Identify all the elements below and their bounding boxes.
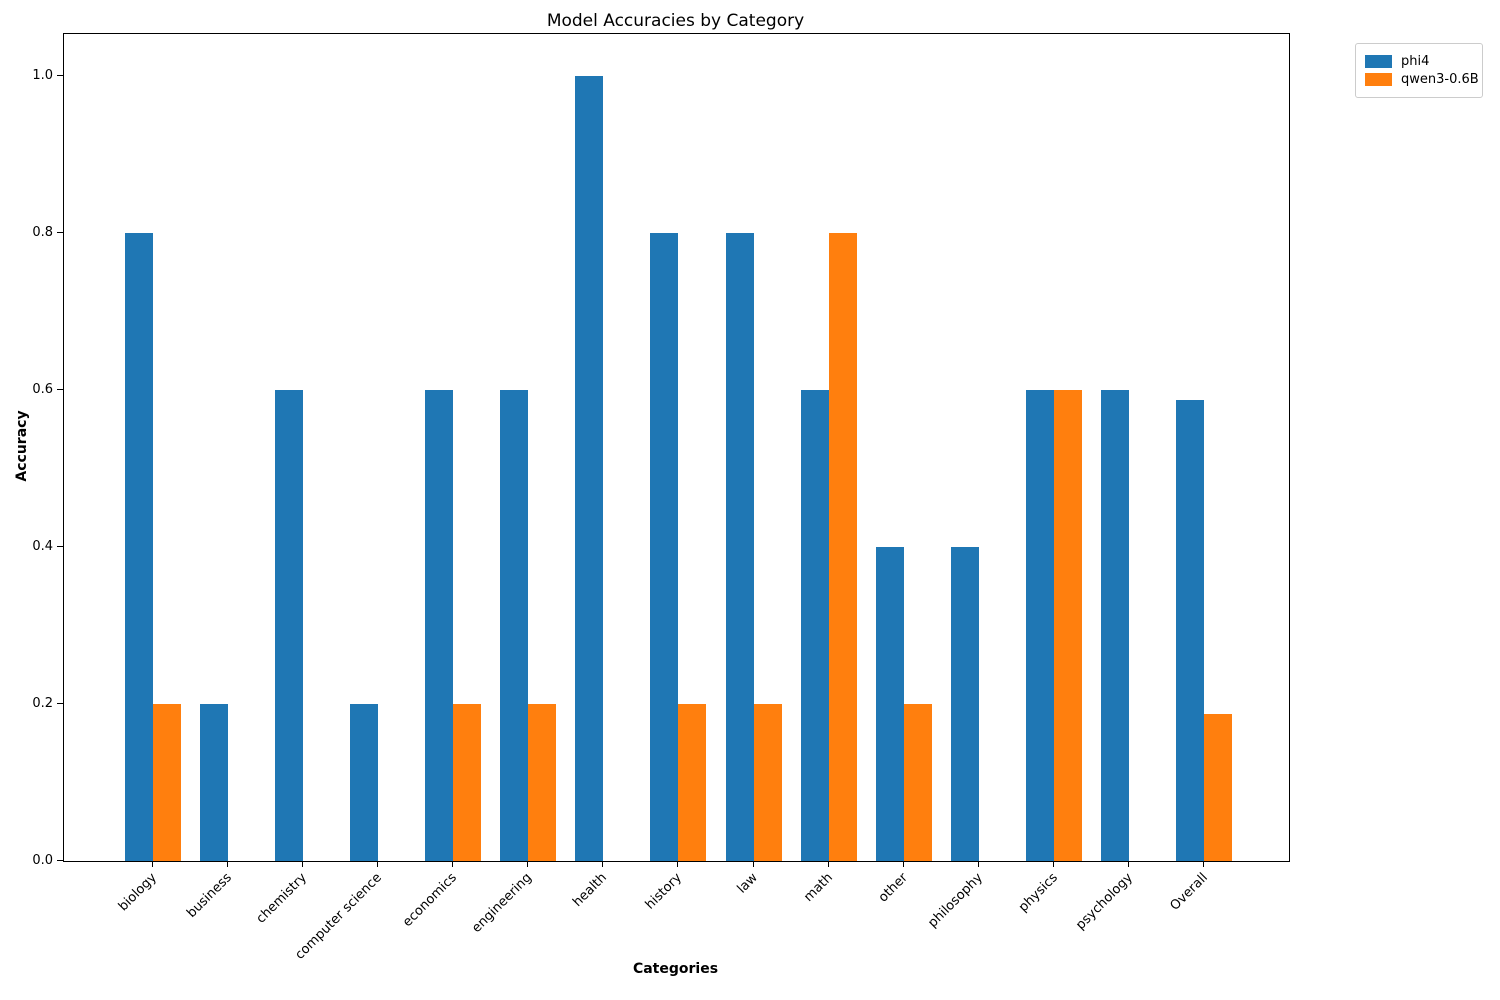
bar-phi4-business — [200, 704, 228, 861]
y-tick-label-0.6: 0.6 — [32, 382, 53, 397]
y-tick-label-0.2: 0.2 — [32, 696, 53, 711]
legend: phi4 qwen3-0.6B — [1355, 43, 1483, 98]
bar-phi4-math — [801, 390, 829, 861]
x-tick-mark-biology — [152, 861, 153, 867]
x-tick-mark-engineering — [527, 861, 528, 867]
bar-phi4-psychology — [1101, 390, 1129, 861]
bar-qwen3-0.6B-physics — [1054, 390, 1082, 861]
y-tick-mark-0.6 — [57, 389, 63, 390]
bar-phi4-computer-science — [350, 704, 378, 861]
bar-phi4-chemistry — [275, 390, 303, 861]
bar-phi4-physics — [1026, 390, 1054, 861]
y-tick-mark-0.4 — [57, 546, 63, 547]
legend-item-qwen3-0.6B: qwen3-0.6B — [1365, 72, 1479, 87]
legend-swatch-phi4 — [1365, 55, 1392, 68]
bar-qwen3-0.6B-history — [678, 704, 706, 861]
y-tick-mark-1.0 — [57, 75, 63, 76]
bar-qwen3-0.6B-economics — [453, 704, 481, 861]
x-tick-mark-chemistry — [302, 861, 303, 867]
bar-qwen3-0.6B-Overall — [1204, 714, 1232, 861]
legend-label-phi4: phi4 — [1401, 54, 1430, 69]
x-tick-mark-computer-science — [377, 861, 378, 867]
x-tick-mark-physics — [1053, 861, 1054, 867]
bar-phi4-health — [575, 76, 603, 861]
chart-title: Model Accuracies by Category — [546, 11, 805, 31]
legend-item-phi4: phi4 — [1365, 54, 1472, 69]
y-tick-mark-0.2 — [57, 703, 63, 704]
bar-phi4-biology — [125, 233, 153, 861]
x-tick-mark-psychology — [1128, 861, 1129, 867]
bar-qwen3-0.6B-other — [904, 704, 932, 861]
bar-qwen3-0.6B-biology — [153, 704, 181, 861]
bar-phi4-law — [726, 233, 754, 861]
legend-label-qwen3-0.6B: qwen3-0.6B — [1401, 72, 1479, 87]
x-tick-mark-history — [677, 861, 678, 867]
bar-phi4-history — [650, 233, 678, 861]
plot-area — [63, 33, 1290, 862]
y-tick-label-0.0: 0.0 — [32, 853, 53, 868]
y-tick-label-1.0: 1.0 — [32, 68, 53, 83]
x-tick-mark-business — [227, 861, 228, 867]
legend-swatch-qwen3-0.6B — [1365, 73, 1392, 86]
bar-qwen3-0.6B-law — [754, 704, 782, 861]
x-tick-mark-economics — [452, 861, 453, 867]
bar-phi4-other — [876, 547, 904, 861]
y-tick-mark-0.8 — [57, 232, 63, 233]
bar-phi4-economics — [425, 390, 453, 861]
x-tick-mark-health — [602, 861, 603, 867]
bar-qwen3-0.6B-math — [829, 233, 857, 861]
y-tick-label-0.4: 0.4 — [32, 539, 53, 554]
bar-phi4-philosophy — [951, 547, 979, 861]
x-axis-label: Categories — [632, 961, 719, 977]
y-tick-mark-0.0 — [57, 860, 63, 861]
x-tick-mark-math — [828, 861, 829, 867]
bar-phi4-Overall — [1176, 400, 1204, 861]
x-tick-mark-Overall — [1203, 861, 1204, 867]
bar-qwen3-0.6B-engineering — [528, 704, 556, 861]
y-axis-label: Accuracy — [14, 410, 30, 482]
bar-phi4-engineering — [500, 390, 528, 861]
x-tick-mark-law — [753, 861, 754, 867]
y-tick-label-0.8: 0.8 — [32, 225, 53, 240]
x-tick-label-biology: biology — [115, 870, 160, 915]
x-tick-mark-philosophy — [978, 861, 979, 867]
x-tick-mark-other — [903, 861, 904, 867]
